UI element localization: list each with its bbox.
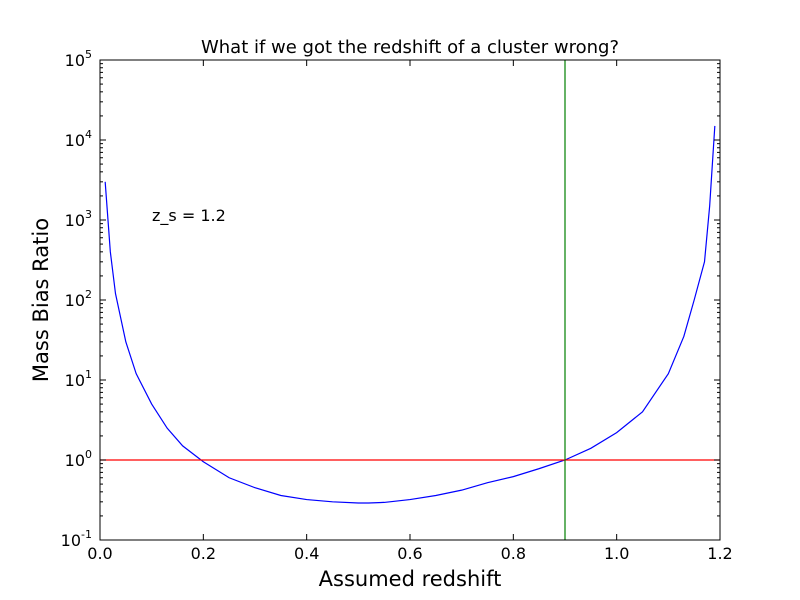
x-tick-label: 0.0 [87, 544, 112, 563]
y-tick-label: 105 [65, 48, 92, 70]
axes: 0.0 0.2 0.4 0.6 0.8 1.0 1.2 10-1 100 101 102 103 104… [61, 48, 733, 563]
x-tick-label: 0.6 [397, 544, 422, 563]
x-tick-label: 0.4 [294, 544, 319, 563]
y-tick-label: 101 [65, 368, 92, 390]
x-tick-label: 0.2 [191, 544, 216, 563]
plot-area [100, 60, 720, 540]
y-tick-label: 10-1 [61, 528, 92, 550]
y-tick-label: 102 [65, 288, 92, 310]
x-tick-label: 0.8 [501, 544, 526, 563]
x-axis-label: Assumed redshift [319, 567, 502, 591]
series-line-0 [104, 125, 716, 504]
y-tick-label: 100 [65, 448, 92, 470]
y-axis-label: Mass Bias Ratio [29, 218, 53, 382]
annotation-zs: z_s = 1.2 [152, 206, 226, 226]
y-tick-label: 104 [65, 128, 92, 150]
x-tick-label: 1.2 [707, 544, 732, 563]
x-tick-label: 1.0 [604, 544, 629, 563]
plot-frame [99, 59, 721, 541]
y-tick-label: 103 [65, 208, 92, 230]
chart-title: What if we got the redshift of a cluster… [201, 37, 619, 58]
